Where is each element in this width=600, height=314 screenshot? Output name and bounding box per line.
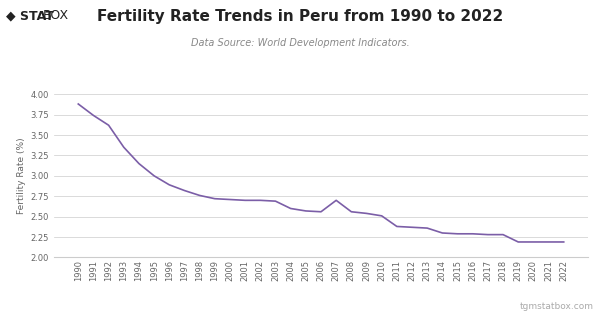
- Text: tgmstatbox.com: tgmstatbox.com: [520, 302, 594, 311]
- Text: Data Source: World Development Indicators.: Data Source: World Development Indicator…: [191, 38, 409, 48]
- Text: BOX: BOX: [43, 9, 70, 22]
- Text: Fertility Rate Trends in Peru from 1990 to 2022: Fertility Rate Trends in Peru from 1990 …: [97, 9, 503, 24]
- Text: ◆ STAT: ◆ STAT: [6, 9, 54, 22]
- Y-axis label: Fertility Rate (%): Fertility Rate (%): [17, 138, 26, 214]
